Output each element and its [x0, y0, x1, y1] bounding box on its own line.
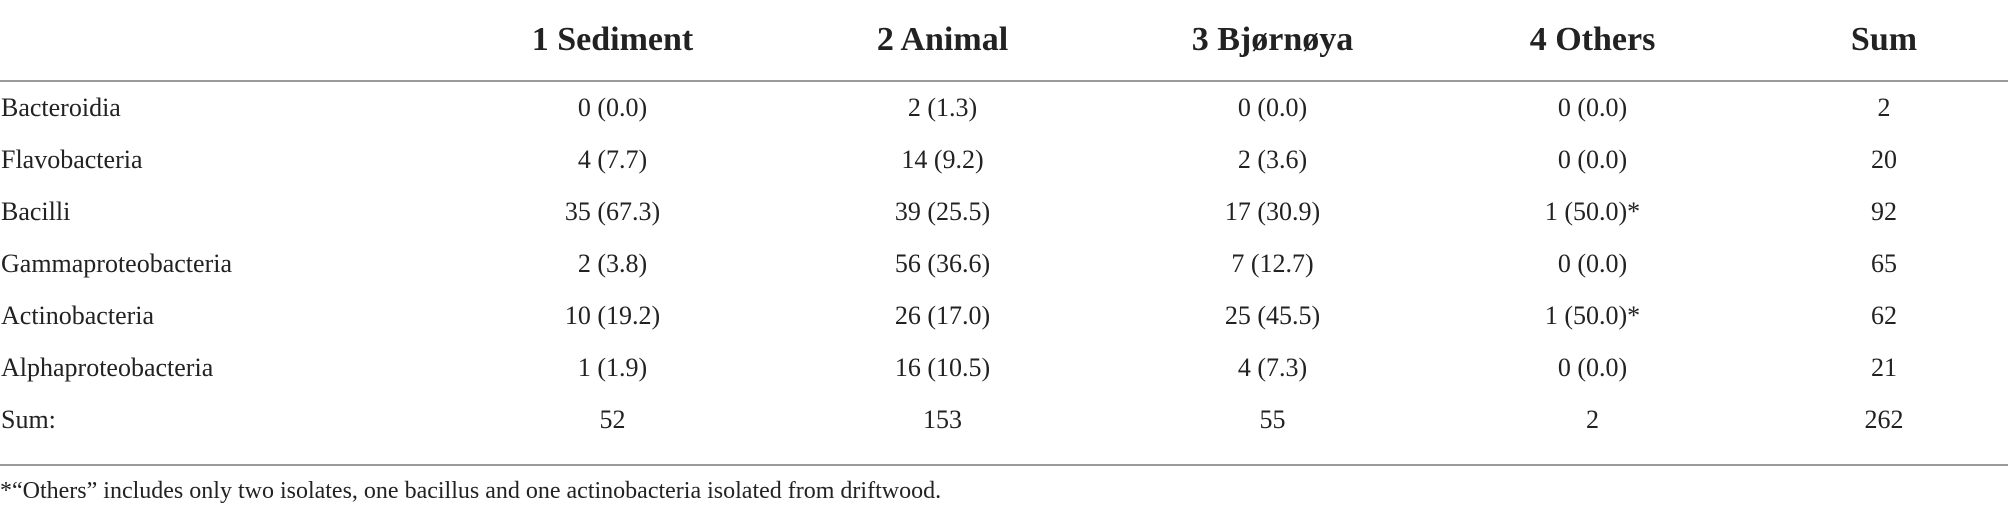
isolates-table: 1 Sediment 2 Animal 3 Bjørnøya 4 Others …: [0, 0, 2008, 446]
table-footnote: *“Others” includes only two isolates, on…: [0, 478, 942, 504]
table-cell: 0 (0.0): [1557, 93, 1628, 122]
header-cell-sediment: 1 Sediment: [460, 0, 765, 82]
row-label: Alphaproteobacteria: [1, 353, 214, 382]
table-row: Flavobacteria 4 (7.7) 14 (9.2) 2 (3.6) 0…: [0, 134, 2008, 186]
table-cell: 262: [1864, 405, 1904, 434]
table-cell: 2: [1586, 405, 1599, 434]
table-cell: 55: [1259, 405, 1286, 434]
row-label: Bacilli: [1, 197, 71, 226]
table-cell: 10 (19.2): [564, 301, 661, 330]
table-cell: 2: [1877, 93, 1891, 122]
row-label: Flavobacteria: [1, 145, 143, 174]
table-cell: 4 (7.3): [1237, 353, 1308, 382]
table-cell: 39 (25.5): [894, 197, 991, 226]
table-cell: 1 (1.9): [577, 353, 648, 382]
table-cell: 14 (9.2): [901, 145, 984, 174]
table-cell: 35 (67.3): [564, 197, 661, 226]
row-label: Gammaproteobacteria: [1, 249, 232, 278]
table-bottom-rule: [0, 464, 2008, 466]
table-cell: 52: [599, 405, 626, 434]
table-row: Actinobacteria 10 (19.2) 26 (17.0) 25 (4…: [0, 290, 2008, 342]
table-cell: 62: [1871, 301, 1897, 330]
table-cell: 7 (12.7): [1231, 249, 1314, 278]
header-cell-bjornoya: 3 Bjørnøya: [1120, 0, 1425, 82]
table-cell: 2 (3.6): [1237, 145, 1308, 174]
table-cell: 0 (0.0): [1237, 93, 1308, 122]
row-label: Bacteroidia: [1, 93, 121, 122]
table-cell: 16 (10.5): [894, 353, 991, 382]
table-cell: 4 (7.7): [577, 145, 648, 174]
header-row: 1 Sediment 2 Animal 3 Bjørnøya 4 Others …: [0, 0, 2008, 82]
header-cell-others: 4 Others: [1425, 0, 1760, 82]
table-cell: 56 (36.6): [894, 249, 991, 278]
table-cell: 20: [1871, 145, 1897, 174]
table-cell: 0 (0.0): [1557, 145, 1628, 174]
table-cell: 26 (17.0): [894, 301, 991, 330]
table-cell: 2 (3.8): [577, 249, 648, 278]
sum-row: Sum: 52 153 55 2 262: [0, 394, 2008, 446]
table-cell: 1 (50.0)*: [1544, 301, 1641, 330]
header-cell-animal: 2 Animal: [765, 0, 1120, 82]
table-cell: 1 (50.0)*: [1544, 197, 1641, 226]
header-cell-class: [0, 0, 460, 82]
table-row: Bacteroidia 0 (0.0) 2 (1.3) 0 (0.0) 0 (0…: [0, 81, 2008, 134]
row-label: Sum:: [1, 405, 56, 434]
header-cell-sum: Sum: [1760, 0, 2008, 82]
table-cell: 65: [1871, 249, 1897, 278]
data-table-container: 1 Sediment 2 Animal 3 Bjørnøya 4 Others …: [0, 0, 2008, 446]
table-cell: 0 (0.0): [1557, 249, 1628, 278]
table-cell: 0 (0.0): [1557, 353, 1628, 382]
table-body: Bacteroidia 0 (0.0) 2 (1.3) 0 (0.0) 0 (0…: [0, 81, 2008, 446]
table-cell: 25 (45.5): [1224, 301, 1321, 330]
table-row: Bacilli 35 (67.3) 39 (25.5) 17 (30.9) 1 …: [0, 186, 2008, 238]
table-row: Alphaproteobacteria 1 (1.9) 16 (10.5) 4 …: [0, 342, 2008, 394]
table-cell: 21: [1871, 353, 1897, 382]
table-header: 1 Sediment 2 Animal 3 Bjørnøya 4 Others …: [0, 0, 2008, 82]
table-cell: 17 (30.9): [1224, 197, 1321, 226]
table-row: Gammaproteobacteria 2 (3.8) 56 (36.6) 7 …: [0, 238, 2008, 290]
table-cell: 0 (0.0): [577, 93, 648, 122]
row-label: Actinobacteria: [1, 301, 155, 330]
table-cell: 2 (1.3): [907, 93, 978, 122]
table-cell: 92: [1871, 197, 1897, 226]
table-cell: 153: [923, 405, 962, 434]
